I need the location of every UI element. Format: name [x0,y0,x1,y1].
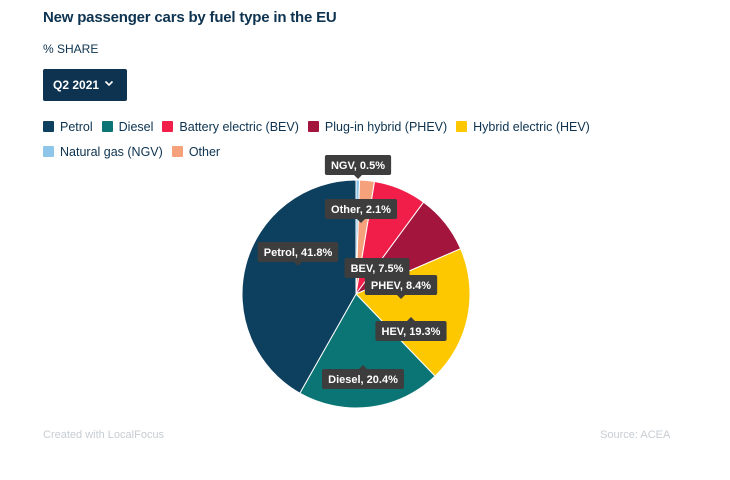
legend-item[interactable]: Other [171,144,221,159]
legend-swatch [43,121,54,132]
chart-legend: Petrol Diesel Battery electric (BEV) Plug-i… [43,119,643,159]
slice-label-text: PHEV, 8.4% [371,280,431,292]
slice-data-label: NGV, 0.5% [324,155,392,179]
legend-label: Diesel [118,119,154,134]
legend-label: Petrol [60,119,93,134]
legend-swatch [162,121,174,132]
pie-slice[interactable] [241,179,357,394]
period-dropdown[interactable]: Q2 2021 [43,69,127,101]
slice-label-text: BEV, 7.5% [351,263,404,275]
legend-swatch [101,121,113,132]
footer-source: Source: ACEA [600,429,671,441]
footer-credit: Created with LocalFocus [43,429,165,441]
legend-label: Plug-in hybrid (PHEV) [324,119,448,134]
legend-label: Other [188,144,221,159]
legend-item[interactable]: Battery electric (BEV) [162,119,299,134]
slice-data-label: Other, 2.1% [324,199,398,223]
legend-label: Natural gas (NGV) [60,144,163,159]
legend-swatch [43,146,54,157]
slice-label-text: HEV, 19.3% [382,326,441,338]
legend-swatch [307,121,319,132]
pie-slice[interactable] [355,248,471,377]
slice-label-text: Diesel, 20.4% [328,374,398,386]
legend-item[interactable]: Petrol [43,119,93,134]
legend-label: Hybrid electric (HEV) [473,119,590,134]
slice-data-label: HEV, 19.3% [375,317,447,341]
slice-data-label: PHEV, 8.4% [364,275,438,299]
slice-data-label: Diesel, 20.4% [322,365,404,389]
legend-item[interactable]: Hybrid electric (HEV) [456,119,590,134]
period-dropdown-value: Q2 2021 [53,78,100,92]
chart-subtitle: % SHARE [43,42,99,56]
chevron-down-icon [104,80,114,87]
legend-label: Battery electric (BEV) [179,119,299,134]
slice-label-text: Petrol, 41.8% [264,247,333,259]
legend-item[interactable]: Diesel [101,119,154,134]
legend-swatch [456,121,468,132]
legend-item[interactable]: Natural gas (NGV) [43,144,163,159]
slice-label-text: Other, 2.1% [331,204,391,216]
legend-swatch [171,146,183,157]
legend-item[interactable]: Plug-in hybrid (PHEV) [307,119,448,134]
chart-title: New passenger cars by fuel type in the E… [43,9,337,26]
slice-label-text: NGV, 0.5% [331,160,385,172]
slice-data-label: Petrol, 41.8% [257,242,339,266]
